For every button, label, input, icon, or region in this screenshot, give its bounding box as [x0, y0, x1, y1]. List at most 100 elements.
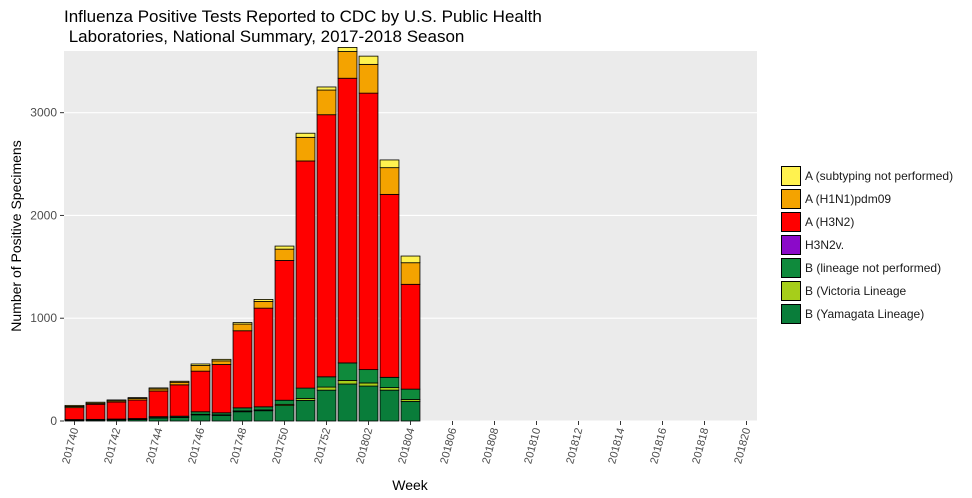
legend-item: B (lineage not performed): [781, 256, 953, 279]
bar-segment: [295, 387, 316, 399]
x-tick-label: 201810: [522, 427, 543, 466]
bar-segment: [379, 159, 400, 169]
legend-label: B (lineage not performed): [805, 260, 942, 275]
bar-segment: [253, 307, 274, 408]
bar-segment: [211, 414, 232, 422]
bar-segment: [337, 47, 358, 52]
x-tick-label: 201746: [186, 427, 207, 466]
bar-segment: [169, 384, 190, 417]
bar-segment: [211, 360, 232, 365]
legend-label: B (Yamagata Lineage): [805, 306, 925, 321]
x-tick-label: 201820: [732, 427, 753, 466]
legend-item: H3N2v.: [781, 233, 953, 256]
x-tick-label: 201804: [396, 427, 417, 466]
legend-item: A (H1N1)pdm09: [781, 187, 953, 210]
bar-segment: [232, 322, 253, 325]
bar-segment: [85, 403, 106, 420]
bar-segment: [379, 376, 400, 388]
y-tick-label: 3000: [30, 106, 57, 120]
bar-segment: [253, 301, 274, 309]
bar-segment: [358, 92, 379, 371]
bar-segment: [232, 407, 253, 412]
bar-segment: [316, 376, 337, 388]
x-tick-label: 201812: [564, 427, 585, 466]
bar-segment: [127, 397, 148, 399]
bar-segment: [358, 385, 379, 422]
bar-segment: [232, 411, 253, 422]
bar-segment: [316, 89, 337, 116]
bar-segment: [379, 167, 400, 195]
bar-segment: [169, 380, 190, 383]
legend-item: B (Victoria Lineage: [781, 279, 953, 302]
bar-segment: [253, 299, 274, 302]
bar-segment: [274, 405, 295, 422]
bar-segment: [148, 417, 169, 422]
bar-segment: [190, 363, 211, 366]
bar-segment: [106, 399, 127, 402]
bar-segment: [337, 77, 358, 364]
bar-segment: [400, 401, 421, 422]
x-tick-label: 201750: [270, 427, 291, 466]
x-tick-label: 201816: [648, 427, 669, 466]
bar-segment: [211, 364, 232, 414]
x-axis-label: Week: [392, 477, 428, 493]
bar-segment: [274, 260, 295, 401]
bar-segment: [148, 387, 169, 390]
bar-segment: [400, 262, 421, 285]
legend-label: A (H3N2): [805, 214, 855, 229]
bar-segment: [400, 388, 421, 400]
bar-segment: [295, 160, 316, 389]
legend-color-key: [781, 188, 801, 209]
bar-segment: [127, 399, 148, 419]
y-tick-label: 2000: [30, 208, 57, 222]
legend-label: A (H1N1)pdm09: [805, 191, 892, 206]
bar-segment: [337, 380, 358, 385]
bar-segment: [400, 283, 421, 390]
bar-segment: [358, 382, 379, 387]
legend-color-key: [781, 165, 801, 186]
bar-segment: [253, 410, 274, 422]
bar-segment: [316, 389, 337, 422]
legend-item: A (H3N2): [781, 210, 953, 233]
bar-segment: [295, 136, 316, 162]
bar-segment: [337, 362, 358, 381]
x-tick-label: 201748: [228, 427, 249, 466]
legend-item: B (Yamagata Lineage): [781, 302, 953, 325]
bar-segment: [337, 383, 358, 422]
x-axis: 201740 201742 201744 201746 201748 201750 2017…: [60, 421, 753, 465]
bar-segment: [316, 86, 337, 91]
bar-segment: [169, 417, 190, 422]
bar-segment: [190, 365, 211, 372]
x-tick-label: 201752: [312, 427, 333, 466]
legend-item: A (subtyping not performed): [781, 164, 953, 187]
bar-segment: [379, 389, 400, 422]
x-tick-label: 201818: [690, 427, 711, 466]
bar-segment: [253, 406, 274, 411]
x-tick-label: 201802: [354, 427, 375, 466]
legend-label: H3N2v.: [805, 237, 845, 252]
bar-segment: [316, 386, 337, 391]
bar-segment: [232, 330, 253, 409]
bar-segment: [274, 399, 295, 405]
bar-segment: [85, 401, 106, 404]
bar-segment: [148, 390, 169, 418]
x-tick-label: 201808: [480, 427, 501, 466]
bar-segment: [316, 114, 337, 378]
bar-segment: [400, 255, 421, 264]
bar-segment: [190, 370, 211, 413]
bar-segment: [358, 63, 379, 94]
bar-segment: [211, 358, 232, 362]
legend-color-key: [781, 280, 801, 301]
bar-segment: [274, 248, 295, 261]
bars: [64, 47, 421, 422]
bar-segment: [64, 407, 85, 420]
legend-color-key: [781, 211, 801, 232]
legend-label: A (subtyping not performed): [805, 168, 954, 183]
bar-segment: [232, 323, 253, 332]
y-axis-label: Number of Positive Specimens: [8, 140, 24, 332]
bar-segment: [106, 401, 127, 420]
x-tick-label: 201744: [144, 427, 165, 466]
y-tick-label: 0: [50, 414, 57, 428]
x-tick-label: 201740: [60, 427, 81, 466]
